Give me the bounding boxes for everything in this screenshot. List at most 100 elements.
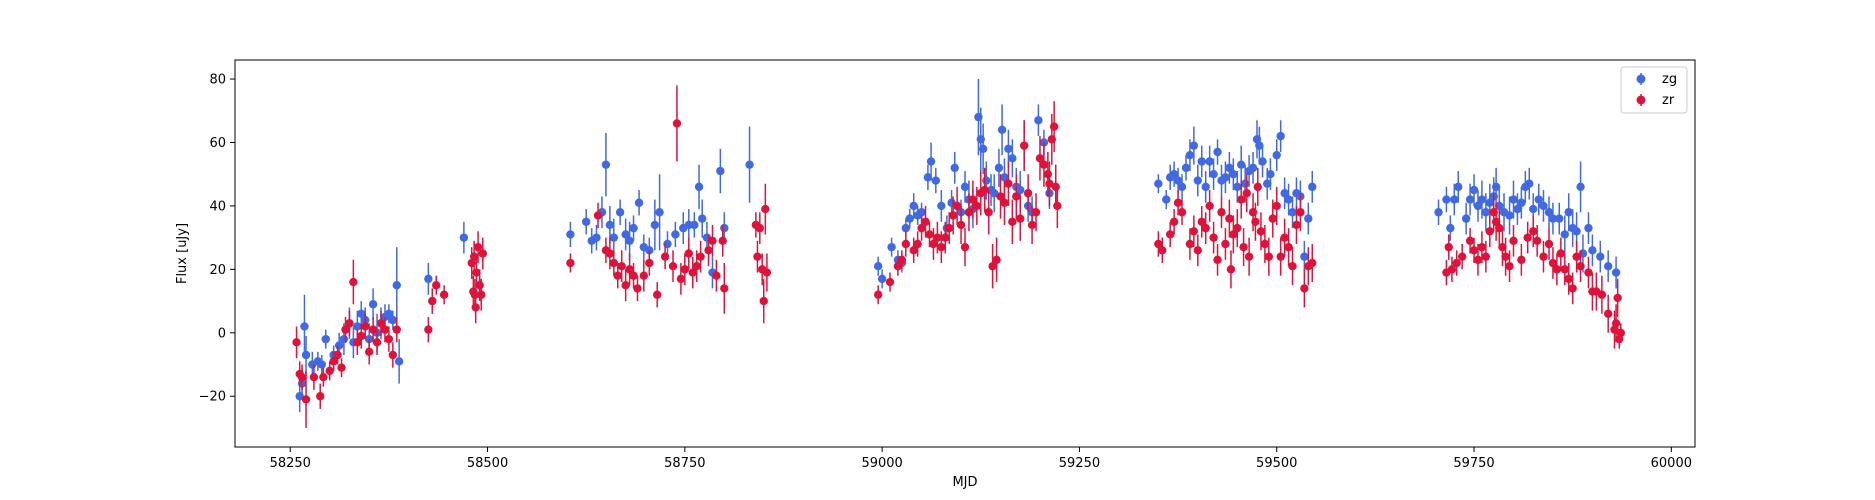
data-point-zg — [982, 176, 991, 185]
y-axis: −20 0 20 40 60 80 — [199, 73, 235, 405]
data-point-zg — [1233, 182, 1242, 192]
data-point-zr — [1256, 227, 1266, 236]
data-point-zr — [1481, 252, 1491, 261]
data-point-zg — [671, 230, 680, 239]
data-point-zr — [633, 284, 642, 293]
data-point-zr — [439, 290, 449, 299]
data-point-zr — [428, 296, 437, 306]
data-point-zg — [459, 233, 469, 242]
data-point-zg — [621, 230, 630, 239]
legend-marker-zg — [1636, 74, 1646, 84]
data-point-zg — [601, 160, 611, 169]
data-point-zr — [893, 261, 903, 271]
data-point-zg — [300, 322, 309, 331]
data-point-zr — [1517, 255, 1526, 265]
data-point-zr — [964, 208, 974, 217]
legend-marker-zr — [1636, 95, 1646, 105]
data-point-zr — [388, 350, 398, 360]
data-point-zg — [605, 220, 615, 230]
data-point-zr — [319, 373, 328, 382]
data-point-zr — [921, 217, 930, 226]
data-point-zg — [923, 173, 933, 182]
legend-box — [1620, 66, 1688, 114]
data-point-zg — [1555, 214, 1564, 223]
series-zg — [295, 79, 1621, 413]
data-point-zg — [615, 208, 625, 217]
data-point-zg — [1266, 169, 1275, 179]
data-point-zr — [1189, 227, 1199, 236]
data-point-zr — [984, 208, 993, 217]
data-point-zr — [1485, 227, 1495, 236]
data-point-zr — [329, 357, 338, 366]
data-point-zg — [1477, 195, 1487, 204]
data-point-zr — [718, 236, 727, 246]
x-tick-label: 58750 — [664, 456, 705, 471]
y-tick-label: 20 — [209, 263, 226, 278]
data-point-zr — [885, 277, 895, 287]
data-point-zg — [1517, 198, 1526, 207]
data-point-zr — [1611, 319, 1621, 328]
data-point-zg — [1280, 189, 1289, 198]
data-point-zr — [901, 239, 911, 249]
data-point-zr — [660, 252, 670, 261]
data-point-zg — [1181, 163, 1191, 173]
data-point-zr — [712, 271, 721, 280]
data-point-zr — [341, 325, 350, 334]
data-point-zr — [357, 331, 366, 341]
data-point-zr — [708, 236, 717, 246]
data-point-zr — [349, 277, 358, 287]
data-point-zr — [292, 338, 301, 347]
data-point-zr — [639, 271, 648, 280]
data-point-zg — [1258, 157, 1267, 166]
data-point-zg — [392, 281, 401, 290]
data-point-zr — [1501, 252, 1510, 261]
data-point-zr — [309, 373, 319, 382]
data-point-zg — [990, 189, 999, 198]
y-tick-label: 0 — [218, 326, 226, 341]
data-point-zr — [1053, 201, 1062, 211]
data-point-zg — [926, 157, 936, 166]
data-point-zr — [1209, 233, 1218, 242]
data-point-zg — [353, 322, 362, 331]
data-point-zr — [676, 274, 686, 284]
x-axis-label: MJD — [952, 475, 977, 490]
data-point-zg — [317, 360, 327, 369]
data-point-zr — [680, 265, 690, 274]
data-point-zr — [1564, 274, 1573, 284]
legend-label-zg: zg — [1662, 72, 1677, 87]
data-point-zr — [337, 363, 346, 372]
legend-entry-zg: zg — [1636, 72, 1677, 87]
data-point-zr — [1193, 246, 1203, 255]
data-point-zg — [1162, 195, 1171, 204]
data-point-zg — [997, 125, 1007, 134]
data-point-zr — [609, 258, 619, 268]
data-point-zg — [994, 163, 1004, 173]
data-point-zg — [424, 274, 433, 284]
data-point-zr — [1560, 265, 1569, 274]
data-point-zg — [1485, 198, 1495, 207]
y-tick-label: 40 — [209, 199, 226, 214]
data-point-zr — [1251, 217, 1260, 226]
data-point-zg — [394, 357, 404, 366]
data-point-zr — [1039, 160, 1049, 169]
data-point-zg — [1473, 201, 1483, 211]
legend-entry-zr: zr — [1636, 93, 1675, 108]
data-point-zg — [1229, 169, 1238, 179]
data-point-zr — [720, 284, 729, 293]
data-point-zr — [696, 252, 705, 261]
x-tick-label: 59750 — [1453, 456, 1494, 471]
data-point-zr — [1572, 252, 1581, 261]
data-point-zg — [321, 334, 330, 344]
data-point-zg — [1213, 147, 1222, 157]
data-point-zg — [609, 233, 619, 242]
data-point-zg — [1169, 169, 1179, 179]
data-point-zg — [1434, 208, 1443, 217]
data-point-zr — [960, 242, 970, 252]
y-tick-label: −20 — [199, 390, 226, 405]
data-point-zr — [301, 395, 311, 404]
data-point-zg — [1596, 252, 1605, 261]
data-point-zr — [1556, 249, 1566, 258]
data-point-zr — [605, 249, 615, 258]
data-point-zg — [1576, 182, 1585, 192]
data-point-zg — [1008, 154, 1017, 163]
